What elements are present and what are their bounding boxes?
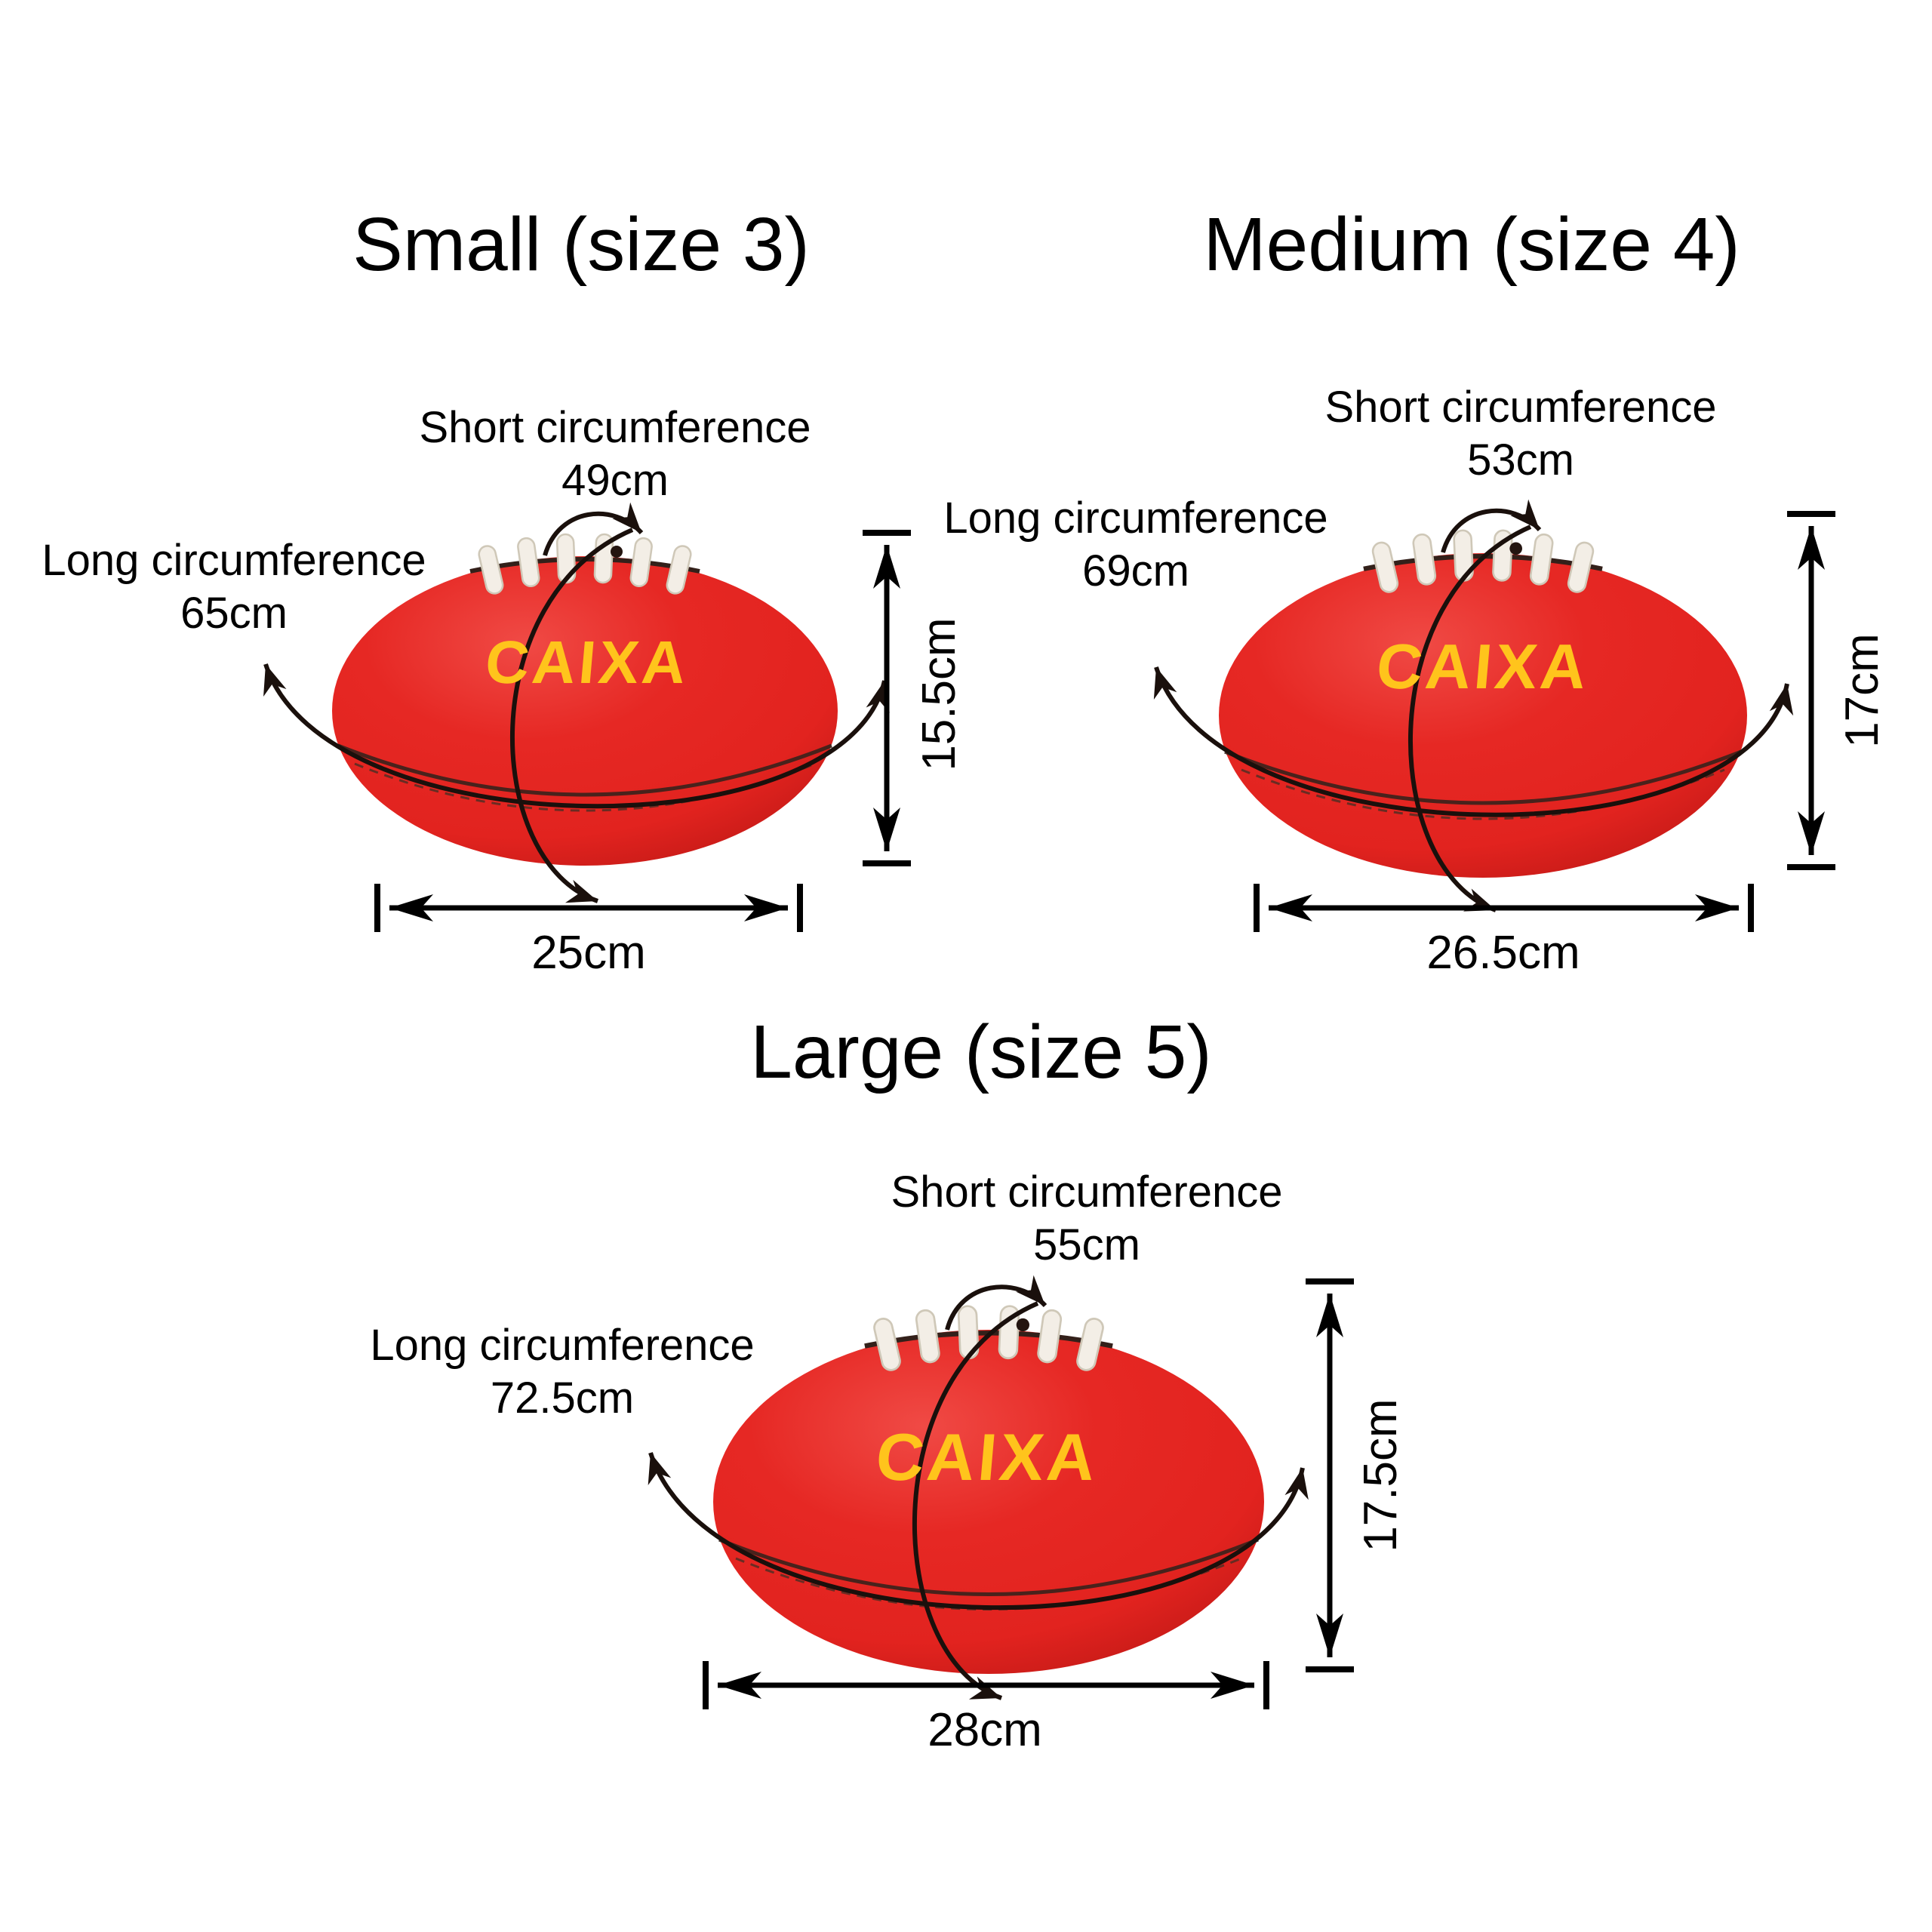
football-medium xyxy=(1153,499,1835,932)
height-value-medium: 17cm xyxy=(1836,633,1888,748)
long-circumference-value: 72.5cm xyxy=(490,1374,635,1423)
width-dimension-arrow xyxy=(703,1661,1269,1709)
brand-logo-small: CAIXA xyxy=(482,629,692,696)
short-circumference-rotation-arc xyxy=(510,528,634,903)
width-value-medium: 26.5cm xyxy=(1426,927,1580,979)
short-circumference-value: 49cm xyxy=(561,456,669,505)
long-circumference-rotation-arrow xyxy=(1153,666,1794,817)
short-circumference-rotation-arc xyxy=(1408,525,1532,912)
height-value-large: 17.5cm xyxy=(1355,1398,1407,1552)
short-circumference-value: 55cm xyxy=(1033,1220,1140,1269)
short-circumference-label-medium: Short circumference 53cm xyxy=(1181,381,1860,487)
height-dimension-arrow xyxy=(1306,1278,1354,1672)
width-value-small: 25cm xyxy=(531,927,646,979)
long-circumference-text: Long circumference xyxy=(370,1321,755,1370)
short-circumference-value: 53cm xyxy=(1467,435,1574,485)
short-circumference-rotation-hook xyxy=(1441,499,1542,553)
long-circumference-label-small: Long circumference 65cm xyxy=(0,534,468,640)
long-circumference-rotation-arrow xyxy=(648,1452,1309,1611)
short-circumference-rotation-arc xyxy=(912,1301,1039,1700)
size-title-small: Small (size 3) xyxy=(352,202,810,287)
height-dimension-arrow xyxy=(1787,511,1835,870)
short-circumference-text: Short circumference xyxy=(419,403,811,452)
long-circumference-label-medium: Long circumference 69cm xyxy=(902,492,1370,598)
long-circumference-rotation-arrow xyxy=(263,663,890,809)
brand-logo-medium: CAIXA xyxy=(1374,631,1592,702)
long-circumference-value: 65cm xyxy=(180,589,288,638)
long-circumference-text: Long circumference xyxy=(943,494,1328,543)
long-circumference-text: Long circumference xyxy=(42,536,426,585)
width-dimension-arrow xyxy=(1254,884,1754,932)
seam xyxy=(337,743,832,797)
seam xyxy=(1224,749,1742,805)
short-circumference-label-small: Short circumference 49cm xyxy=(275,401,955,507)
brand-logo-large: CAIXA xyxy=(872,1420,1102,1494)
seam-stitching xyxy=(1241,768,1725,820)
seam xyxy=(718,1537,1259,1596)
football-small xyxy=(263,502,911,932)
football-large xyxy=(648,1275,1354,1709)
size-title-large: Large (size 5) xyxy=(750,1010,1212,1094)
short-circumference-label-large: Short circumference 55cm xyxy=(747,1166,1426,1272)
long-circumference-value: 69cm xyxy=(1082,546,1189,595)
width-value-large: 28cm xyxy=(928,1704,1042,1756)
short-circumference-rotation-hook xyxy=(543,502,644,556)
short-circumference-text: Short circumference xyxy=(891,1168,1283,1217)
long-circumference-label-large: Long circumference 72.5cm xyxy=(317,1319,808,1425)
short-circumference-text: Short circumference xyxy=(1324,383,1717,432)
short-circumference-rotation-hook xyxy=(945,1275,1048,1331)
width-dimension-arrow xyxy=(374,884,803,932)
height-dimension-arrow xyxy=(863,530,911,866)
size-title-medium: Medium (size 4) xyxy=(1203,202,1740,287)
